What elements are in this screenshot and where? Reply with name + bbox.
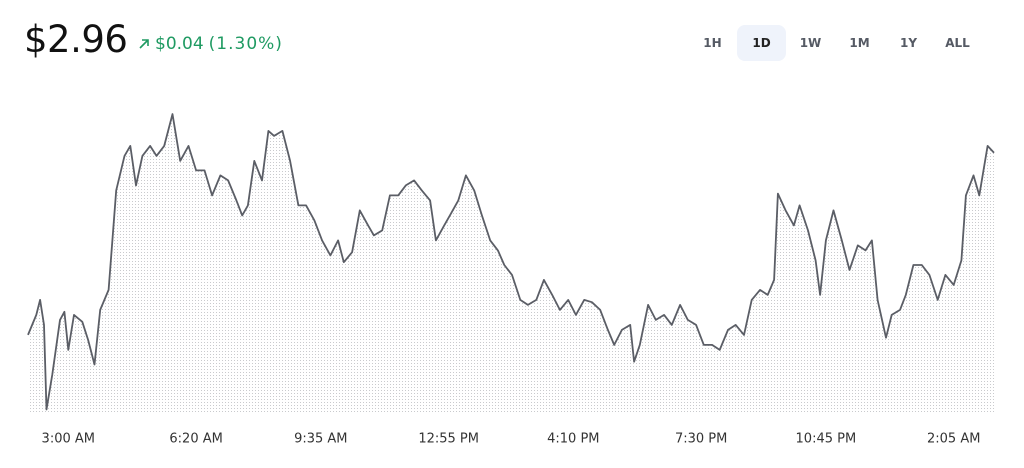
x-tick-label: 3:00 AM xyxy=(42,432,95,447)
x-tick-label: 12:55 PM xyxy=(418,432,479,447)
x-tick-label: 10:45 PM xyxy=(796,432,857,447)
price-line xyxy=(27,113,995,411)
range-tab[interactable]: 1D xyxy=(737,25,786,61)
x-tick-label: 2:05 AM xyxy=(927,432,980,447)
x-tick-label: 6:20 AM xyxy=(169,432,222,447)
change-percent: (1.30%) xyxy=(208,34,283,54)
change-amount: $0.04 xyxy=(155,34,204,54)
x-tick-label: 9:35 AM xyxy=(294,432,347,447)
range-tab[interactable]: 1M xyxy=(849,36,870,50)
area-fill xyxy=(28,114,994,414)
price: $2.96 xyxy=(24,18,128,61)
range-tab[interactable]: 1Y xyxy=(899,36,918,50)
price-change: $0.04 (1.30%) xyxy=(138,34,283,54)
x-tick-label: 7:30 PM xyxy=(675,432,727,447)
range-tab[interactable]: 1H xyxy=(703,36,722,50)
range-tab[interactable]: 1W xyxy=(799,36,822,50)
range-tab[interactable]: ALL xyxy=(945,36,970,50)
range-tabs: 1H 1D 1W 1M 1Y ALL xyxy=(688,25,982,61)
x-tick-label: 4:10 PM xyxy=(547,432,599,447)
up-arrow-icon xyxy=(139,39,149,49)
